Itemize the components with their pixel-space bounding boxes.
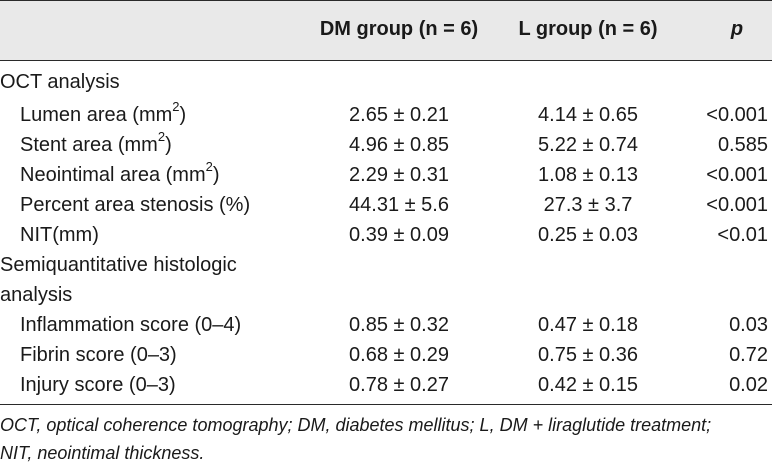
top-rule bbox=[0, 0, 772, 1]
row-p-value: 0.585 bbox=[717, 134, 768, 156]
footnote-line-1: OCT, optical coherence tomography; DM, d… bbox=[0, 415, 712, 435]
section-title-oct: OCT analysis bbox=[0, 71, 120, 93]
row-label: Stent area (mm2) bbox=[20, 129, 172, 156]
row-label: Inflammation score (0–4) bbox=[20, 314, 242, 336]
table-footnote: OCT, optical coherence tomography; DM, d… bbox=[0, 411, 772, 467]
row-p-value: <0.001 bbox=[706, 194, 768, 216]
table-header-band bbox=[0, 0, 772, 60]
row-p-value: 0.72 bbox=[729, 344, 768, 366]
row-dm-value: 0.85 ± 0.32 bbox=[349, 314, 449, 336]
row-p-value: 0.02 bbox=[729, 374, 768, 396]
row-label: NIT(mm) bbox=[20, 224, 99, 246]
row-dm-value: 4.96 ± 0.85 bbox=[349, 134, 449, 156]
row-l-value: 0.25 ± 0.03 bbox=[538, 224, 638, 246]
header-dm-group: DM group (n = 6) bbox=[319, 18, 479, 40]
row-label: Neointimal area (mm2) bbox=[20, 159, 220, 186]
row-l-value: 0.47 ± 0.18 bbox=[538, 314, 638, 336]
row-label: Lumen area (mm2) bbox=[20, 99, 187, 126]
row-l-value: 4.14 ± 0.65 bbox=[538, 104, 638, 126]
bottom-rule bbox=[0, 404, 772, 405]
row-dm-value: 2.65 ± 0.21 bbox=[349, 104, 449, 126]
row-dm-value: 0.39 ± 0.09 bbox=[349, 224, 449, 246]
footnote-line-2: NIT, neointimal thickness. bbox=[0, 443, 205, 463]
header-l-group: L group (n = 6) bbox=[518, 18, 658, 40]
header-rule bbox=[0, 60, 772, 61]
row-l-value: 0.75 ± 0.36 bbox=[538, 344, 638, 366]
row-label: Percent area stenosis (%) bbox=[20, 194, 251, 216]
row-l-value: 27.3 ± 3.7 bbox=[543, 194, 633, 216]
row-l-value: 1.08 ± 0.13 bbox=[538, 164, 638, 186]
row-p-value: 0.03 bbox=[729, 314, 768, 336]
row-l-value: 5.22 ± 0.74 bbox=[538, 134, 638, 156]
row-dm-value: 2.29 ± 0.31 bbox=[349, 164, 449, 186]
header-p-value: p bbox=[730, 18, 744, 40]
row-p-value: <0.001 bbox=[706, 104, 768, 126]
section-title-histologic-cont: analysis bbox=[0, 284, 73, 306]
row-dm-value: 0.78 ± 0.27 bbox=[349, 374, 449, 396]
row-p-value: <0.001 bbox=[706, 164, 768, 186]
row-l-value: 0.42 ± 0.15 bbox=[538, 374, 638, 396]
section-title-histologic: Semiquantitative histologic bbox=[0, 254, 237, 276]
row-label: Fibrin score (0–3) bbox=[20, 344, 177, 366]
row-dm-value: 44.31 ± 5.6 bbox=[349, 194, 449, 216]
row-label: Injury score (0–3) bbox=[20, 374, 176, 396]
row-p-value: <0.01 bbox=[717, 224, 768, 246]
row-dm-value: 0.68 ± 0.29 bbox=[349, 344, 449, 366]
